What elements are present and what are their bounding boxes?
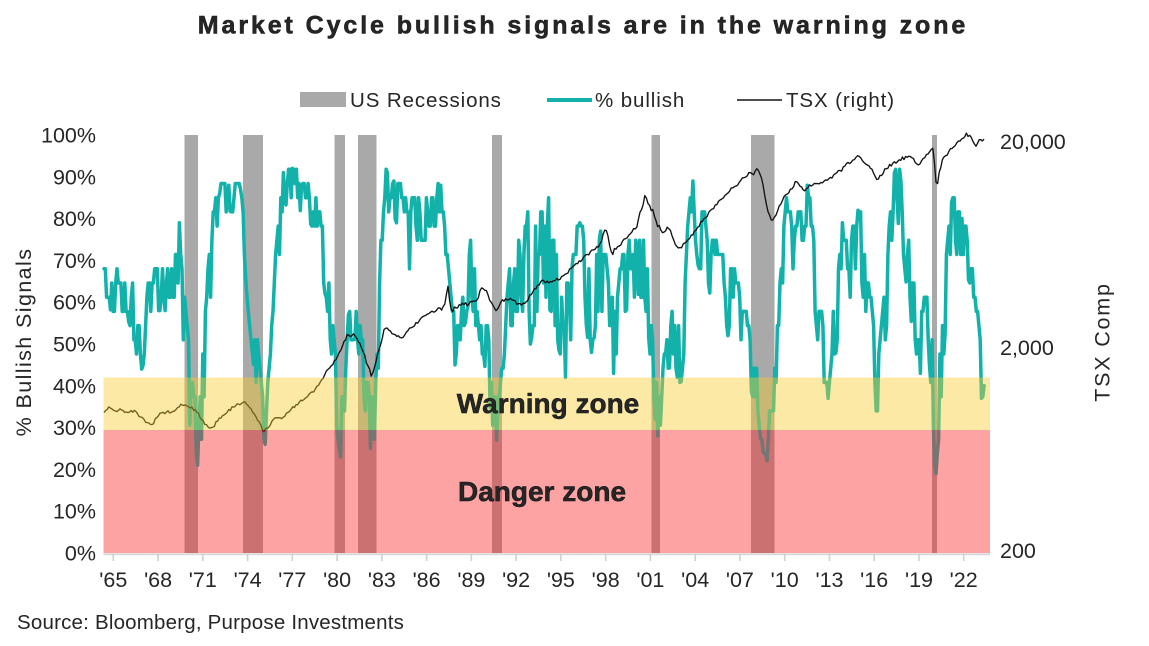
svg-text:'92: '92 [502, 568, 530, 592]
svg-text:2,000: 2,000 [1000, 336, 1054, 360]
svg-text:'98: '98 [592, 568, 620, 592]
svg-text:30%: 30% [53, 416, 96, 440]
svg-text:Market Cycle bullish signals a: Market Cycle bullish signals are in the … [198, 12, 968, 40]
svg-text:200: 200 [1000, 539, 1036, 563]
svg-text:'07: '07 [726, 568, 754, 592]
svg-text:'77: '77 [278, 568, 306, 592]
svg-text:40%: 40% [53, 374, 96, 398]
svg-text:90%: 90% [53, 165, 96, 189]
svg-text:Source: Bloomberg, Purpose Inv: Source: Bloomberg, Purpose Investments [17, 611, 404, 634]
svg-text:70%: 70% [53, 249, 96, 273]
svg-text:80%: 80% [53, 207, 96, 231]
svg-text:'83: '83 [368, 568, 396, 592]
svg-text:50%: 50% [53, 333, 96, 357]
svg-text:10%: 10% [53, 500, 96, 524]
svg-text:0%: 0% [65, 542, 96, 566]
svg-text:'80: '80 [323, 568, 351, 592]
svg-text:'04: '04 [681, 568, 709, 592]
svg-text:% Bullish Signals: % Bullish Signals [12, 248, 36, 437]
svg-text:'13: '13 [815, 568, 843, 592]
svg-text:US Recessions: US Recessions [350, 89, 502, 112]
svg-text:Danger zone: Danger zone [458, 476, 626, 507]
svg-text:'95: '95 [547, 568, 575, 592]
svg-text:100%: 100% [41, 124, 96, 148]
svg-text:20%: 20% [53, 458, 96, 482]
svg-text:'16: '16 [860, 568, 888, 592]
svg-text:'71: '71 [189, 568, 217, 592]
svg-text:Warning zone: Warning zone [457, 388, 640, 419]
svg-text:'65: '65 [99, 568, 127, 592]
svg-text:'01: '01 [636, 568, 664, 592]
svg-text:'68: '68 [144, 568, 172, 592]
svg-text:'19: '19 [905, 568, 933, 592]
svg-text:'10: '10 [771, 568, 799, 592]
svg-text:'86: '86 [413, 568, 441, 592]
svg-text:'89: '89 [457, 568, 485, 592]
svg-text:'74: '74 [234, 568, 262, 592]
svg-text:60%: 60% [53, 291, 96, 315]
svg-text:'22: '22 [950, 568, 978, 592]
svg-text:20,000: 20,000 [1000, 130, 1066, 154]
svg-text:% bullish: % bullish [595, 89, 685, 112]
svg-text:TSX Comp: TSX Comp [1091, 282, 1115, 402]
svg-text:TSX (right): TSX (right) [786, 89, 895, 112]
